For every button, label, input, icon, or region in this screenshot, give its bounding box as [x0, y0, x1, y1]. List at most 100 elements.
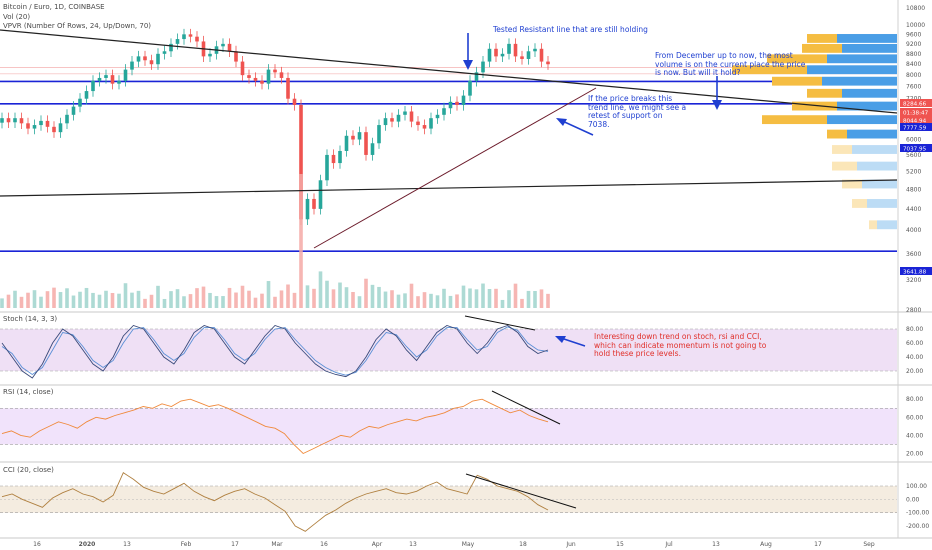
vp-up-3: [807, 65, 897, 75]
price-tick-11: 6000: [906, 136, 921, 143]
price-tick-15: 4400: [906, 206, 921, 213]
x-tick-16: 17: [814, 541, 822, 548]
volume-bar-5: [32, 290, 37, 308]
volume-bar-42: [273, 296, 277, 308]
price-label-0: 8284.66: [903, 102, 927, 108]
volume-bar-76: [494, 288, 498, 308]
candle-body-38: [247, 75, 251, 78]
volume-bar-84: [546, 293, 550, 308]
volume-bar-1: [6, 294, 11, 308]
volume-bar-22: [143, 298, 147, 308]
volume-bar-13: [84, 287, 89, 308]
candle-body-36: [234, 51, 238, 62]
volume-bar-71: [461, 285, 466, 308]
price-label-bg-4: [900, 144, 932, 152]
volume-bar-25: [162, 298, 167, 308]
volume-bar-70: [455, 294, 459, 308]
price-tick-19: 2800: [906, 307, 921, 314]
long-support-trendline: [0, 179, 898, 197]
note-volume-line-3: is now. But will it hold?: [655, 68, 741, 77]
candle-body-25: [162, 51, 167, 54]
volume-bar-26: [169, 291, 173, 308]
volume-bar-27: [175, 289, 180, 308]
x-tick-10: 18: [519, 541, 527, 548]
cci-tick-3: -200.00: [906, 523, 929, 530]
vp-down-13: [869, 220, 877, 230]
price-label-bg-0: [900, 99, 932, 107]
price-tick-16: 4000: [906, 227, 921, 234]
candle-body-45: [292, 98, 297, 106]
candle-body-76: [494, 48, 498, 57]
volume-bar-24: [156, 285, 160, 308]
x-tick-3: Feb: [181, 541, 192, 548]
candle-body-26: [169, 43, 173, 52]
volume-bar-0: [0, 298, 4, 308]
stoch-legend: Stoch (14, 3, 3): [3, 315, 58, 323]
candle-body-60: [390, 118, 394, 122]
arrow-volume-head: [712, 100, 722, 110]
stoch-tick-0: 80.00: [906, 326, 923, 333]
candle-body-81: [526, 51, 531, 59]
volume-bar-62: [403, 293, 407, 308]
candle-body-57: [370, 143, 375, 155]
price-label-bg-1: [900, 108, 932, 116]
vp-down-5: [807, 88, 842, 98]
note-momentum-line-3: hold these price levels.: [594, 349, 681, 358]
vp-down-2: [767, 54, 827, 64]
candle-body-75: [487, 48, 492, 62]
volume-bar-64: [416, 296, 420, 308]
volume-bar-53: [344, 287, 349, 308]
x-tick-7: Apr: [372, 541, 383, 548]
volume-bar-31: [201, 286, 206, 308]
candle-body-19: [123, 69, 128, 81]
stoch-tick-2: 40.00: [906, 354, 923, 361]
candle-body-37: [240, 61, 245, 76]
candle-body-69: [448, 101, 453, 109]
price-tick-12: 5600: [906, 152, 921, 159]
vp-down-10: [832, 161, 857, 171]
candle-body-27: [175, 39, 180, 44]
arrow-tested-head: [463, 60, 473, 70]
candle-body-56: [364, 132, 368, 155]
cci-divergence-line: [465, 473, 577, 509]
volume-bar-66: [429, 293, 433, 308]
candle-body-79: [513, 43, 518, 57]
volume-bar-67: [435, 295, 440, 308]
vp-down-6: [792, 101, 837, 111]
note-trend-line-3: retest of support on: [588, 111, 663, 120]
price-tick-7: 7600: [906, 84, 921, 91]
candle-body-35: [227, 43, 232, 52]
candle-body-39: [253, 77, 258, 81]
note-momentum-line-1: Interesting down trend on stoch, rsi and…: [594, 332, 762, 341]
rsi-divergence-line: [491, 390, 561, 425]
note-trend-line-2: trend line, we might see a: [588, 102, 687, 112]
volume-bar-75: [487, 289, 492, 308]
x-tick-0: 16: [33, 541, 41, 548]
candle-body-83: [539, 48, 544, 62]
volume-bar-34: [221, 296, 225, 308]
volume-bar-11: [71, 295, 76, 308]
candle-body-34: [221, 43, 225, 47]
candle-body-17: [110, 75, 115, 84]
volume-bar-20: [130, 292, 134, 308]
candle-body-84: [546, 61, 550, 65]
vp-up-6: [837, 101, 897, 111]
volume-bar-74: [481, 283, 485, 308]
volume-bar-55: [357, 296, 362, 308]
resistance-trendline: [0, 29, 898, 114]
x-tick-2: 13: [123, 541, 131, 548]
volume-bar-49: [318, 271, 323, 308]
vp-down-12: [852, 199, 867, 208]
x-tick-5: Mar: [271, 541, 283, 548]
volume-bar-35: [227, 287, 232, 308]
stoch-d-line: [1, 326, 549, 376]
candle-body-72: [468, 80, 472, 96]
candle-body-8: [52, 126, 56, 133]
volume-bar-80: [520, 298, 524, 308]
volume-bar-39: [253, 297, 258, 308]
stoch-k-line: [1, 324, 549, 379]
candle-body-74: [481, 61, 485, 73]
candle-body-21: [136, 56, 141, 62]
price-tick-13: 5200: [906, 169, 921, 176]
candle-body-73: [474, 72, 479, 81]
